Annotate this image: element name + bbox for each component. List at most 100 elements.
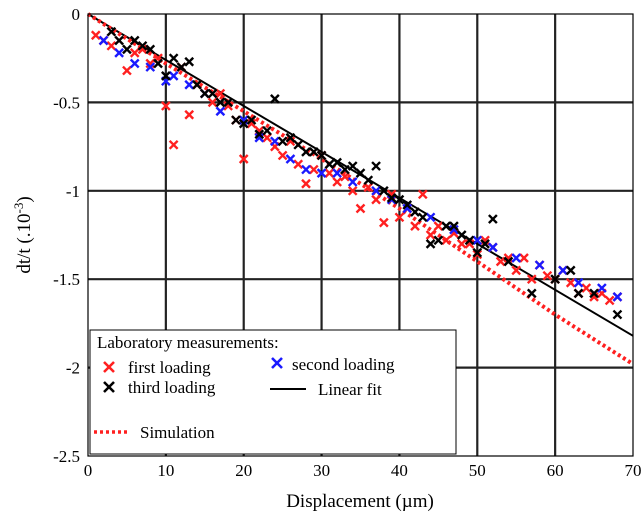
third-loading-point <box>573 288 584 299</box>
first-loading-point <box>480 235 490 246</box>
third-loading-point <box>199 88 210 99</box>
third-loading-point <box>332 157 342 168</box>
legend-title: Laboratory measurements: <box>97 333 279 352</box>
third-loading-point <box>231 115 241 125</box>
first-loading-point <box>324 168 335 178</box>
first-loading-point <box>519 253 529 263</box>
third-loading-point <box>184 56 195 67</box>
third-loading-point <box>293 139 304 150</box>
first-loading-point <box>464 238 475 249</box>
second-loading-point <box>573 277 584 288</box>
first-loading-point <box>355 203 366 214</box>
third-loading-point <box>114 35 124 46</box>
third-loading-point <box>371 161 381 171</box>
linear-fit-line <box>87 13 634 337</box>
legend-marker-third-loading <box>103 381 115 393</box>
third-loading-point <box>379 185 389 196</box>
legend-label-second-loading: second loading <box>292 355 395 374</box>
first-loading-point <box>184 109 195 120</box>
y-axis-label-close: ) <box>14 196 35 202</box>
legend-box <box>89 329 457 455</box>
first-loading-point <box>503 253 514 263</box>
third-loading-point <box>308 147 319 157</box>
first-loading-point <box>129 48 140 58</box>
third-loading-point <box>168 53 179 64</box>
second-loading-point <box>597 283 607 293</box>
first-loading-point <box>589 292 599 302</box>
third-loading-point <box>394 194 405 205</box>
data-points <box>90 26 623 320</box>
x-axis-label: Displacement (µm) <box>286 491 434 512</box>
third-loading-point <box>503 256 514 267</box>
x-tick-label: 30 <box>313 461 330 480</box>
third-loading-point <box>425 238 436 249</box>
first-loading-point <box>262 132 272 143</box>
third-loading-point <box>215 97 226 108</box>
first-loading-point <box>394 212 405 223</box>
third-loading-point <box>402 200 413 210</box>
x-tick-labels: 0 10 20 30 40 50 60 70 <box>84 461 642 480</box>
first-loading-point <box>215 88 226 99</box>
y-tick-label: -2.5 <box>53 447 80 466</box>
y-tick-labels: 0 -0.5 -1 -1.5 -2 -2.5 <box>53 5 80 466</box>
x-tick-label: 50 <box>469 461 486 480</box>
third-loading-point <box>612 309 623 320</box>
third-loading-point <box>316 150 327 161</box>
first-loading-point <box>277 150 288 161</box>
second-loading-point <box>184 79 195 90</box>
first-loading-point <box>433 221 444 232</box>
third-loading-point <box>176 62 187 72</box>
third-loading-point <box>161 71 171 81</box>
second-loading-point <box>215 106 226 117</box>
y-tick-label: 0 <box>72 5 81 24</box>
second-loading-point <box>301 164 311 175</box>
third-loading-point <box>550 274 560 285</box>
first-loading-point <box>161 101 171 111</box>
first-loading-point <box>449 228 459 239</box>
second-loading-point <box>270 136 280 147</box>
first-loading-point <box>581 283 592 293</box>
first-loading-point <box>511 265 522 276</box>
third-loading-point <box>433 235 444 246</box>
second-loading-point <box>488 242 498 253</box>
y-tick-label: -1 <box>66 182 80 201</box>
first-loading-point <box>604 295 615 306</box>
third-loading-point <box>355 168 366 178</box>
third-loading-point <box>137 40 148 51</box>
legend-marker-second-loading <box>271 357 283 369</box>
second-loading-point <box>332 168 342 178</box>
third-loading-point <box>488 214 498 224</box>
first-loading-point <box>285 136 296 147</box>
second-loading-point <box>425 212 436 223</box>
third-loading-point <box>122 44 132 55</box>
third-loading-point <box>223 97 233 108</box>
y-tick-label: -0.5 <box>53 93 80 112</box>
third-loading-point <box>129 35 140 46</box>
third-loading-point <box>262 125 272 136</box>
first-loading-point <box>254 125 265 136</box>
third-loading-point <box>153 58 163 69</box>
third-loading-point <box>386 193 397 203</box>
first-loading-point <box>526 274 537 285</box>
second-loading-point <box>129 58 140 69</box>
third-loading-point <box>145 44 156 55</box>
first-loading-point <box>371 194 381 205</box>
second-loading-point <box>347 177 358 187</box>
y-axis-label: dt/t (.10-3) <box>11 196 35 273</box>
second-loading-point <box>511 253 522 263</box>
second-loading-point <box>612 292 623 302</box>
third-loading-point <box>441 221 451 232</box>
third-loading-point <box>363 175 374 186</box>
x-tick-label: 10 <box>157 461 174 480</box>
second-loading-point <box>386 194 397 205</box>
second-loading-point <box>371 185 381 196</box>
first-loading-point <box>425 230 436 240</box>
first-loading-point <box>347 185 358 196</box>
first-loading-point <box>417 189 428 200</box>
second-loading-point <box>285 154 296 164</box>
third-loading-point <box>456 230 467 240</box>
first-loading-point <box>137 44 148 55</box>
third-loading-point <box>207 88 218 99</box>
first-loading-point <box>145 58 156 69</box>
